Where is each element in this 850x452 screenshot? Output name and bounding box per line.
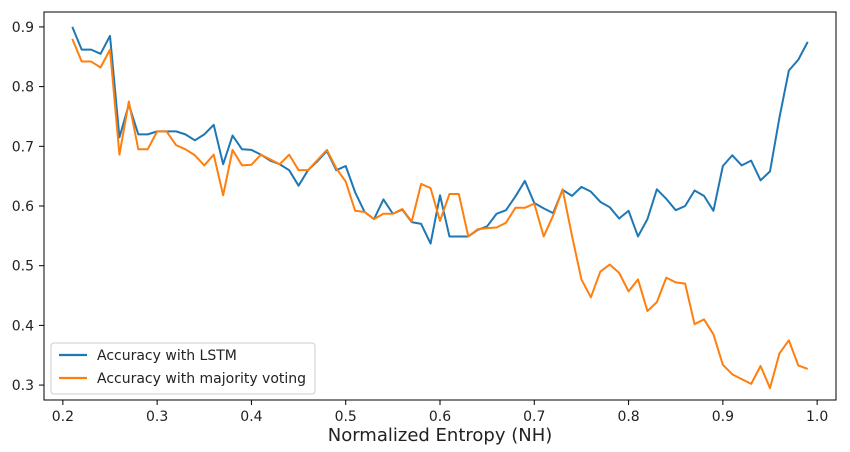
legend: Accuracy with LSTM Accuracy with majorit… — [50, 342, 316, 395]
legend-label-lstm: Accuracy with LSTM — [97, 348, 237, 364]
y-tick-label: 0.4 — [12, 318, 34, 334]
series-line-majority-voting — [71, 38, 809, 390]
x-tick-label: 0.4 — [240, 409, 262, 425]
series-line-lstm — [71, 26, 809, 245]
series-layer — [71, 26, 809, 390]
y-tick-label: 0.3 — [12, 378, 34, 394]
x-tick-label: 0.7 — [523, 409, 545, 425]
y-tick-label: 0.5 — [12, 259, 34, 275]
x-tick-label: 0.8 — [617, 409, 639, 425]
x-axis-title: Normalized Entropy (NH) — [328, 425, 553, 446]
x-tick-label: 0.5 — [335, 409, 357, 425]
y-tick-label: 0.6 — [12, 199, 34, 215]
y-axis: 0.3 0.4 0.5 0.6 0.7 0.8 0.9 — [12, 20, 44, 394]
legend-box — [50, 342, 316, 395]
x-axis: 0.2 0.3 0.4 0.5 0.6 0.7 0.8 0.9 1.0 — [52, 400, 828, 425]
y-tick-label: 0.7 — [12, 139, 34, 155]
x-tick-label: 0.2 — [52, 409, 74, 425]
x-tick-label: 1.0 — [806, 409, 828, 425]
x-tick-label: 0.9 — [712, 409, 734, 425]
plot-area — [43, 11, 837, 401]
y-tick-label: 0.8 — [12, 80, 34, 96]
x-tick-label: 0.3 — [146, 409, 168, 425]
legend-label-majority-voting: Accuracy with majority voting — [97, 371, 306, 387]
x-tick-label: 0.6 — [429, 409, 451, 425]
y-tick-label: 0.9 — [12, 20, 34, 36]
